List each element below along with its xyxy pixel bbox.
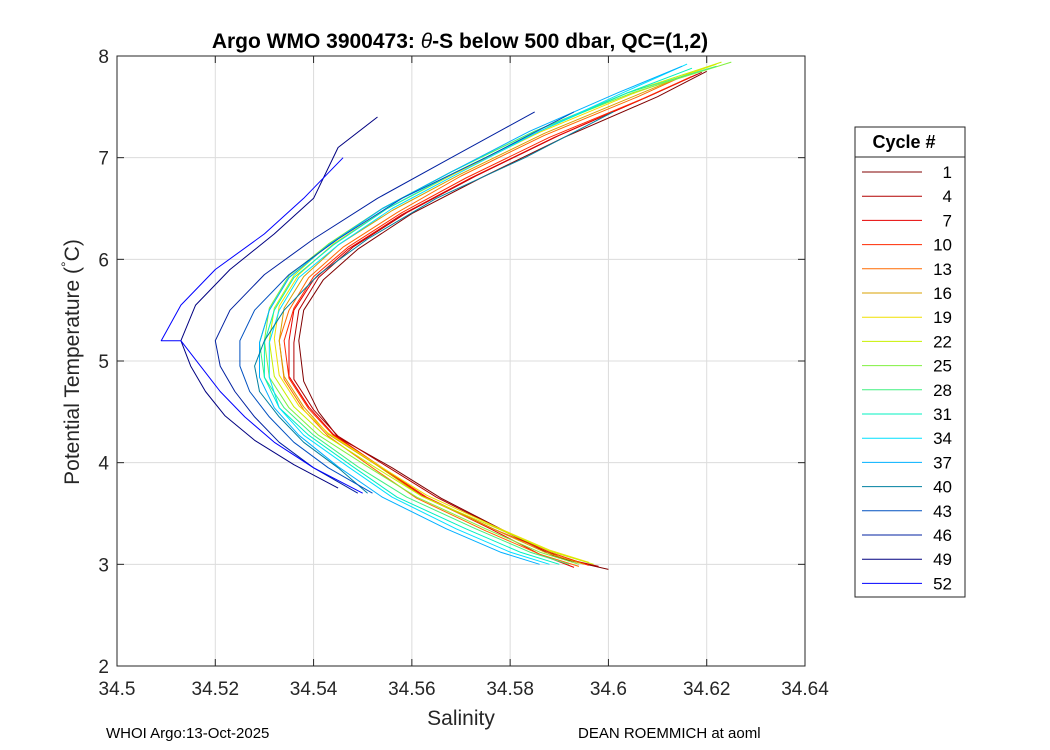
series-layer <box>160 61 732 570</box>
series-line-cycle-52 <box>160 157 363 494</box>
legend-label-49: 49 <box>933 550 952 569</box>
legend-label-16: 16 <box>933 284 952 303</box>
legend-label-19: 19 <box>933 308 952 327</box>
series-line-cycle-34 <box>268 63 688 565</box>
series-line-cycle-13 <box>278 73 688 567</box>
legend-items: 1 4 7 10 13 16 19 22 25 28 31 34 37 40 43 46 49 52 <box>862 163 952 593</box>
x-tick-label: 34.56 <box>388 679 436 700</box>
x-tick-label: 34.6 <box>590 679 627 700</box>
legend-label-46: 46 <box>933 526 952 545</box>
legend-label-7: 7 <box>943 211 952 230</box>
legend-title: Cycle # <box>872 132 935 152</box>
y-tick-label: 2 <box>98 657 109 678</box>
y-tick-label: 5 <box>98 352 109 373</box>
y-axis-label: Potential Temperature (°C) <box>58 239 84 485</box>
series-line-cycle-46 <box>214 111 535 494</box>
legend-label-13: 13 <box>933 260 952 279</box>
x-tick-label: 34.62 <box>683 679 731 700</box>
series-line-cycle-37 <box>259 65 683 565</box>
legend-label-34: 34 <box>933 429 952 448</box>
legend-label-43: 43 <box>933 502 952 521</box>
legend-label-10: 10 <box>933 236 952 255</box>
series-line-cycle-10 <box>283 75 693 566</box>
legend-label-22: 22 <box>933 332 952 351</box>
footer-right: DEAN ROEMMICH at aoml <box>578 725 761 742</box>
legend-label-4: 4 <box>943 187 952 206</box>
legend-label-28: 28 <box>933 381 952 400</box>
series-line-cycle-19 <box>273 63 717 563</box>
legend-label-1: 1 <box>943 163 952 182</box>
series-line-cycle-40 <box>254 111 614 494</box>
legend: Cycle # 1 4 7 10 13 16 19 22 25 28 31 34 37 40 43 46 49 5… <box>854 126 966 598</box>
y-tick-label: 7 <box>98 149 109 170</box>
x-tick-label: 34.5 <box>99 679 136 700</box>
series-line-cycle-22 <box>268 61 722 565</box>
y-tick-label: 6 <box>98 250 109 271</box>
x-tick-label: 34.54 <box>290 679 338 700</box>
x-tick-label: 34.52 <box>192 679 240 700</box>
legend-box <box>854 126 966 598</box>
series-line-cycle-28 <box>259 65 717 565</box>
x-tick-label: 34.64 <box>781 679 829 700</box>
legend-label-40: 40 <box>933 478 952 497</box>
legend-label-25: 25 <box>933 357 952 376</box>
legend-label-52: 52 <box>933 574 952 593</box>
series-line-cycle-43 <box>239 111 575 494</box>
y-tick-label: 4 <box>98 454 109 475</box>
series-line-cycle-16 <box>278 71 693 565</box>
chart-title: Argo WMO 3900473: θ-S below 500 dbar, QC… <box>212 30 708 53</box>
y-tick-label: 8 <box>98 47 109 68</box>
series-line-cycle-4 <box>293 71 703 567</box>
y-tick-label: 3 <box>98 555 109 576</box>
x-tick-label: 34.58 <box>486 679 534 700</box>
footer-left: WHOI Argo:13-Oct-2025 <box>106 725 270 742</box>
grid <box>116 55 806 667</box>
series-line-cycle-1 <box>298 70 707 570</box>
legend-label-37: 37 <box>933 453 952 472</box>
series-line-cycle-7 <box>288 73 698 568</box>
series-line-cycle-25 <box>263 61 732 565</box>
x-axis-label: Salinity <box>427 707 495 730</box>
legend-label-31: 31 <box>933 405 952 424</box>
ticks: 34.5 34.52 34.54 34.56 34.58 34.6 34.62 34.64 2 3… <box>98 47 829 700</box>
